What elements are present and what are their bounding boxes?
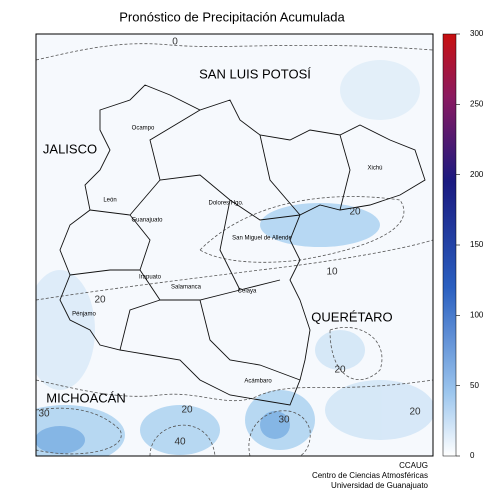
colorbar-tick-label: 200: [470, 170, 484, 179]
contour-label: 20: [181, 405, 193, 416]
contour-label: 40: [174, 437, 186, 448]
city-label: Ocampo: [132, 126, 155, 132]
footer-line: Centro de Ciencias Atmosféricas: [312, 471, 428, 480]
contour-label: 20: [349, 207, 361, 218]
borders: [59, 84, 426, 406]
contour-label: 20: [334, 365, 346, 376]
contour-label: 20: [94, 295, 106, 306]
title: Pronóstico de Precipitación Acumulada: [119, 9, 345, 24]
colorbar-tick-label: 0: [470, 451, 475, 460]
city-label: San Miguel de Allende: [232, 236, 292, 242]
colorbar-tick-label: 250: [470, 99, 484, 108]
contour-label: 10: [326, 267, 338, 278]
footer-line: Universidad de Guanajuato: [331, 481, 429, 490]
colorbar-tick-label: 100: [470, 310, 484, 319]
contour-label: 0: [172, 37, 178, 48]
state-label: JALISCO: [43, 141, 97, 156]
state-label: MICHOACÁN: [46, 390, 125, 405]
colorbar-tick-label: 150: [470, 240, 484, 249]
contour-label: 30: [278, 415, 290, 426]
footer-line: CCAUG: [399, 461, 428, 470]
precip-areas: [36, 60, 433, 456]
city-label: Pénjamo: [72, 312, 96, 318]
colorbar-tick-label: 300: [470, 29, 484, 38]
city-label: Guanajuato: [131, 218, 163, 224]
colorbar: [442, 33, 457, 457]
map: [36, 34, 433, 456]
city-label: Xichú: [367, 166, 382, 172]
city-label: Celaya: [238, 289, 257, 295]
city-label: Acámbaro: [244, 379, 272, 385]
city-label: León: [103, 198, 116, 204]
state-label: SAN LUIS POTOSÍ: [199, 66, 311, 81]
city-label: Irapuato: [139, 275, 162, 281]
city-label: Dolores Hgo.: [208, 201, 243, 207]
state-label: QUERÉTARO: [311, 309, 392, 324]
contour-label: 30: [38, 409, 50, 420]
contours: [36, 43, 433, 456]
contour-label: 20: [409, 407, 421, 418]
colorbar-tick-label: 50: [470, 381, 479, 390]
city-label: Salamanca: [171, 285, 202, 291]
map-frame: [35, 33, 434, 457]
